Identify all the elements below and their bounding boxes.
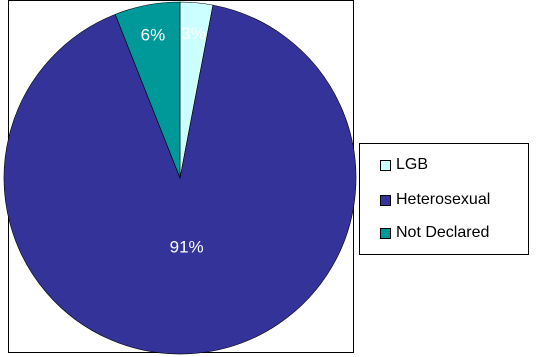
legend-swatch-heterosexual	[380, 194, 391, 206]
legend-label-not-declared: Not Declared	[396, 224, 490, 241]
pie-slice-not-declared	[114, 1, 181, 179]
legend-item-not-declared: Not Declared	[380, 222, 489, 244]
legend-label-heterosexual: Heterosexual	[396, 191, 491, 208]
pie-slice-heterosexual	[3, 4, 357, 355]
legend-item-lgb: LGB	[380, 154, 428, 176]
legend-label-lgb: LGB	[396, 156, 429, 173]
legend: LGB Heterosexual Not Declared	[359, 143, 529, 255]
legend-swatch-lgb	[380, 159, 391, 171]
slice-label-not-declared: 6%	[141, 26, 166, 45]
legend-item-heterosexual: Heterosexual	[380, 189, 490, 211]
slice-label-lgb: 3%	[181, 24, 206, 43]
legend-swatch-not-declared	[380, 227, 391, 239]
slice-label-heterosexual: 91%	[170, 238, 204, 257]
